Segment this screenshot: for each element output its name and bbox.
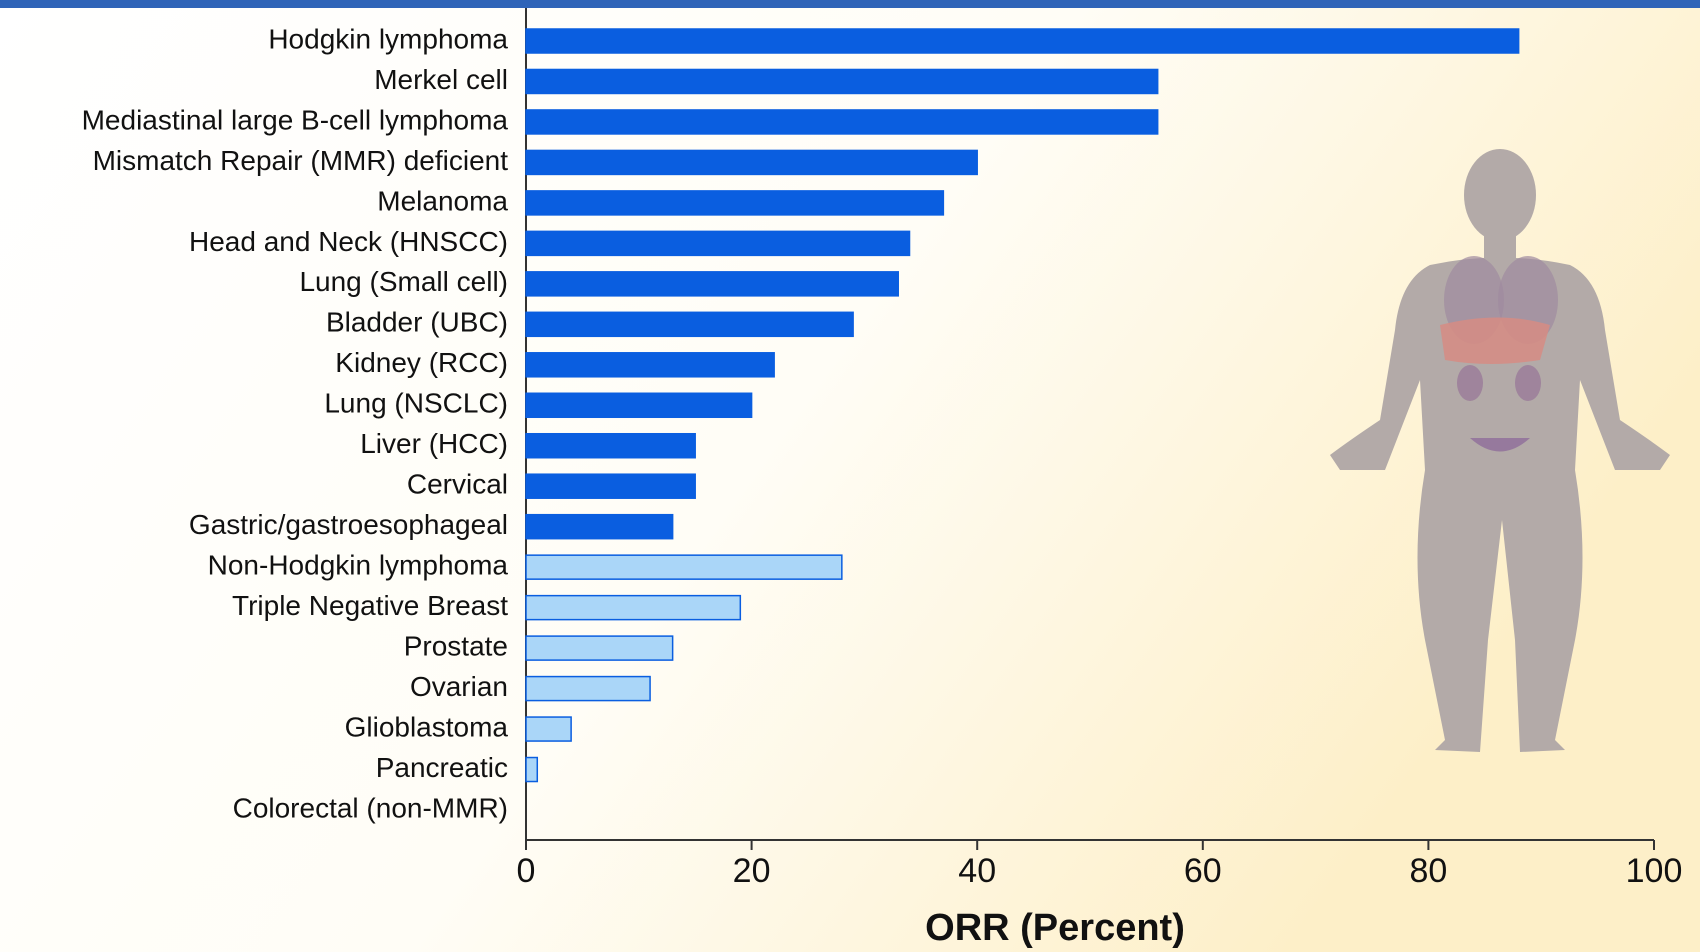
bar — [526, 717, 571, 741]
bar — [526, 69, 1158, 93]
x-tick-label: 60 — [1184, 852, 1222, 890]
y-tick-label: Prostate — [404, 630, 508, 661]
bar — [526, 191, 943, 215]
y-tick-label: Melanoma — [377, 185, 508, 216]
bar — [526, 231, 910, 255]
y-tick-label: Liver (HCC) — [360, 428, 508, 459]
y-tick-label: Cervical — [407, 469, 508, 500]
bar — [526, 29, 1519, 53]
bar — [526, 393, 752, 417]
x-tick-label: 0 — [517, 852, 536, 890]
x-tick-label: 40 — [958, 852, 996, 890]
y-tick-label: Hodgkin lymphoma — [268, 23, 508, 54]
bar — [526, 677, 650, 701]
y-tick-label: Ovarian — [410, 671, 508, 702]
bar — [526, 515, 673, 539]
bar — [526, 636, 673, 660]
bar — [526, 272, 898, 296]
y-tick-label: Lung (Small cell) — [299, 266, 508, 297]
bar — [526, 150, 977, 174]
x-tick-label: 80 — [1409, 852, 1447, 890]
y-tick-label: Glioblastoma — [345, 711, 509, 742]
y-tick-label: Non-Hodgkin lymphoma — [208, 550, 509, 581]
y-tick-label: Colorectal (non-MMR) — [233, 792, 508, 823]
y-tick-label: Gastric/gastroesophageal — [189, 509, 508, 540]
bar — [526, 110, 1158, 134]
y-tick-label: Triple Negative Breast — [232, 590, 508, 621]
bar — [526, 434, 695, 458]
bar — [526, 758, 537, 782]
bar — [526, 474, 695, 498]
x-axis-title: ORR (Percent) — [925, 907, 1185, 949]
page: ORR (Percent) 0 20 40 60 80 100 Hodgkin lympho… — [0, 0, 1700, 952]
y-tick-label: Head and Neck (HNSCC) — [189, 226, 508, 257]
x-tick-label: 20 — [733, 852, 771, 890]
x-tick-label: 100 — [1626, 852, 1683, 890]
bar — [526, 555, 842, 579]
y-tick-label: Kidney (RCC) — [335, 347, 508, 378]
y-tick-label: Bladder (UBC) — [326, 307, 508, 338]
chart: ORR (Percent) 0 20 40 60 80 100 Hodgkin lympho… — [0, 0, 1700, 952]
y-tick-label: Mismatch Repair (MMR) deficient — [93, 145, 509, 176]
bar — [526, 596, 740, 620]
y-tick-label: Merkel cell — [374, 64, 508, 95]
bar — [526, 353, 774, 377]
y-tick-label: Pancreatic — [376, 752, 508, 783]
bar — [526, 312, 853, 336]
header-strip — [0, 0, 1700, 8]
y-tick-label: Mediastinal large B-cell lymphoma — [82, 104, 509, 135]
y-tick-label: Lung (NSCLC) — [324, 388, 508, 419]
